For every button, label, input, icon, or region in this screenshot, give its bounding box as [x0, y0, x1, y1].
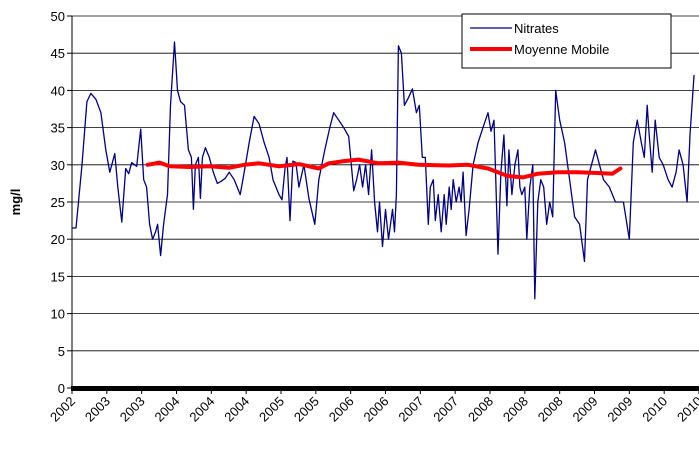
line-series: [145, 157, 623, 180]
x-tick-label: 2006: [326, 394, 357, 425]
y-tick-label: 30: [51, 158, 65, 173]
y-tick-label: 35: [51, 121, 65, 136]
legend-label: Moyenne Mobile: [514, 42, 609, 57]
x-tick-label: 2005: [291, 394, 322, 425]
x-tick-label: 2003: [82, 394, 113, 425]
x-tick-label: 2008: [500, 394, 531, 425]
y-tick-label: 15: [51, 269, 65, 284]
y-tick-label: 25: [51, 195, 65, 210]
y-tick-label: 20: [51, 232, 65, 247]
y-tick-label: 5: [58, 344, 65, 359]
x-tick-label: 2007: [430, 394, 461, 425]
x-tick-label: 2010: [639, 394, 670, 425]
y-axis-label: mg/l: [8, 189, 23, 216]
x-axis: [71, 386, 699, 391]
line-series: [71, 41, 695, 300]
x-tick-label: 2008: [465, 394, 496, 425]
x-tick-label: 2005: [256, 394, 287, 425]
x-tick-label: 2006: [361, 394, 392, 425]
x-tick-label: 2002: [47, 394, 78, 425]
legend-box: [461, 13, 672, 69]
x-tick-label: 2003: [117, 394, 148, 425]
x-tick-label: 2008: [535, 394, 566, 425]
x-tick-label: 2009: [570, 394, 601, 425]
y-tick-label: 40: [51, 83, 65, 98]
x-tick-label: 2007: [395, 394, 426, 425]
y-tick-label: 10: [51, 307, 65, 322]
x-tick-label: 2010: [674, 394, 699, 425]
y-tick-label: 45: [51, 46, 65, 61]
x-tick-label: 2004: [186, 394, 217, 425]
y-tick-label: 0: [58, 381, 65, 396]
x-tick-label: 2004: [221, 394, 252, 425]
x-tick-label: 2009: [604, 394, 635, 425]
y-tick-label: 50: [51, 9, 65, 24]
legend-label: Nitrates: [514, 21, 559, 36]
x-tick-label: 2004: [152, 394, 183, 425]
legend: Nitrates Moyenne Mobile: [461, 13, 672, 69]
